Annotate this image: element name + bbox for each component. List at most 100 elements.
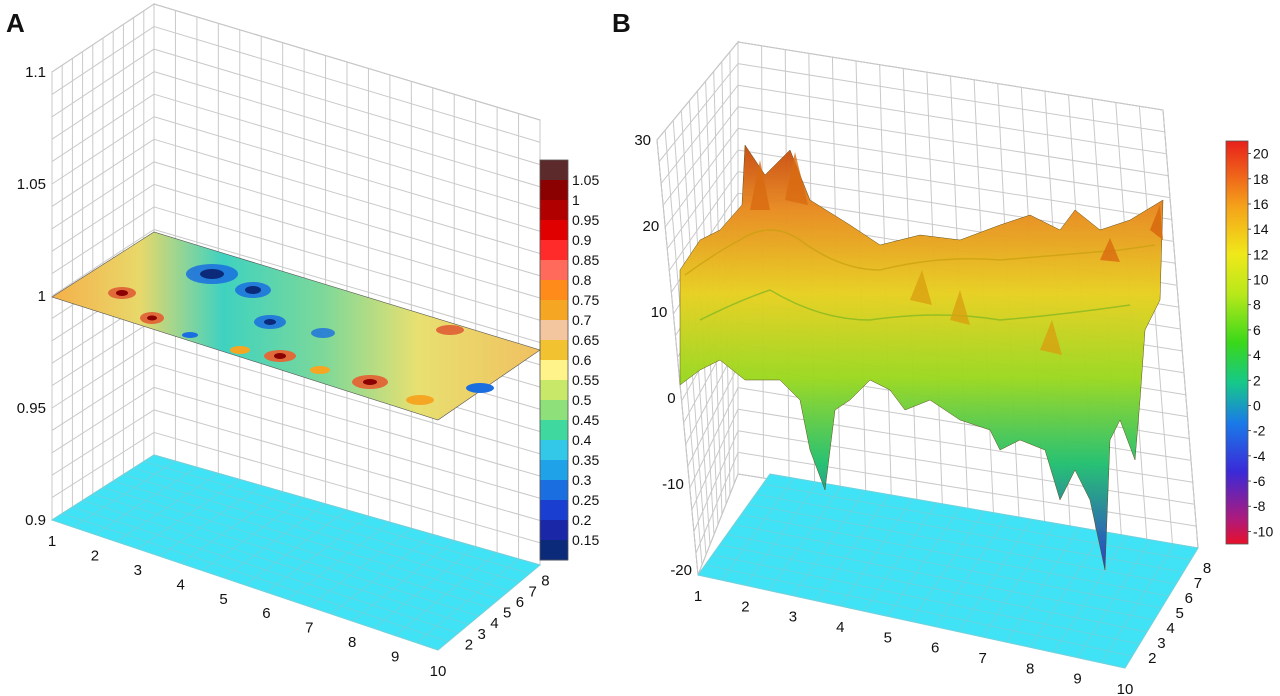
y-tick-label: 3 — [478, 626, 486, 643]
colorbar-label: 0.65 — [572, 332, 599, 348]
colorbar-label: 0.6 — [572, 352, 592, 368]
colorbar-label: 0.15 — [572, 532, 599, 548]
panel-a-x-ticks: 1 2 3 4 5 6 7 8 9 10 — [48, 533, 447, 680]
colorbar-label: 0.8 — [572, 272, 592, 288]
z-tick-label: 0 — [667, 390, 675, 407]
x-tick-label: 7 — [978, 650, 986, 667]
panel-a-surface — [51, 231, 541, 421]
colorbar-label: -4 — [1253, 448, 1266, 464]
colorbar-label: 20 — [1253, 146, 1269, 162]
z-tick-label: 20 — [643, 218, 660, 235]
z-tick-label: 1.05 — [17, 176, 46, 193]
panel-a-label: A — [6, 8, 25, 38]
x-tick-label: 1 — [694, 588, 702, 605]
colorbar-swatch — [540, 220, 568, 241]
z-tick-label: 0.9 — [25, 512, 46, 529]
colorbar-label: -10 — [1253, 523, 1273, 539]
colorbar-swatch — [540, 300, 568, 321]
colorbar-label: -2 — [1253, 423, 1266, 439]
x-tick-label: 3 — [789, 609, 797, 626]
colorbar-label: 0.4 — [572, 432, 592, 448]
y-tick-label: 8 — [1203, 560, 1211, 577]
x-tick-label: 6 — [931, 640, 939, 657]
colorbar-swatch — [540, 400, 568, 421]
colorbar-label: 0.55 — [572, 372, 599, 388]
z-tick-label: 1 — [38, 288, 46, 305]
colorbar-label: 16 — [1253, 196, 1269, 212]
x-tick-label: 8 — [1026, 660, 1034, 677]
panel-b-label: B — [612, 8, 631, 38]
panel-b-floor — [697, 473, 1199, 669]
colorbar-label: 1.05 — [572, 172, 599, 188]
colorbar-swatch — [540, 340, 568, 361]
panel-a-z-ticks: 0.9 0.95 1 1.05 1.1 — [17, 64, 46, 529]
x-tick-label: 1 — [48, 533, 56, 550]
colorbar-swatch — [540, 180, 568, 201]
colorbar-label: 8 — [1253, 297, 1261, 313]
y-tick-label: 6 — [1185, 590, 1193, 607]
x-tick-label: 9 — [391, 649, 399, 666]
colorbar-label: 12 — [1253, 246, 1269, 262]
colorbar-label: -6 — [1253, 473, 1266, 489]
y-tick-label: 5 — [1176, 605, 1184, 622]
colorbar-swatch — [540, 160, 568, 181]
z-tick-label: 1.1 — [25, 64, 46, 81]
panel-a-floor-grid — [51, 454, 541, 651]
y-tick-label: 4 — [490, 615, 498, 632]
x-tick-label: 7 — [305, 620, 313, 637]
colorbar-label: 18 — [1253, 171, 1269, 187]
panel-a-colorbar: 1.05 1 0.95 0.9 0.85 0.8 0.75 0.7 0.65 0.6 0.55 0.5… — [539, 159, 599, 561]
colorbar-label: 0.5 — [572, 392, 592, 408]
z-tick-label: 0.95 — [17, 400, 46, 417]
colorbar-swatch — [540, 380, 568, 401]
x-tick-label: 2 — [741, 598, 749, 615]
colorbar-label: 0.2 — [572, 512, 592, 528]
x-tick-label: 5 — [219, 591, 227, 608]
colorbar-label: 10 — [1253, 272, 1269, 288]
y-tick-label: 2 — [1148, 650, 1156, 667]
x-tick-label: 10 — [430, 663, 447, 680]
colorbar-label: 0.75 — [572, 292, 599, 308]
colorbar-label: 0.35 — [572, 452, 599, 468]
colorbar-label: 0.7 — [572, 312, 592, 328]
colorbar-label: 2 — [1253, 372, 1261, 388]
colorbar-swatch — [540, 360, 568, 381]
panel-a-floor — [50, 454, 542, 651]
colorbar-label: 4 — [1253, 347, 1261, 363]
x-tick-label: 4 — [176, 576, 184, 593]
x-tick-label: 10 — [1117, 681, 1134, 696]
colorbar-swatch — [540, 260, 568, 281]
colorbar-swatch — [540, 540, 568, 561]
y-tick-label: 3 — [1157, 635, 1165, 652]
colorbar-swatch — [540, 320, 568, 341]
y-tick-label: 8 — [541, 573, 549, 590]
colorbar-swatch — [540, 420, 568, 441]
colorbar-label: 14 — [1253, 221, 1269, 237]
x-tick-label: 8 — [348, 634, 356, 651]
x-tick-label: 6 — [262, 605, 270, 622]
colorbar-label: 0.95 — [572, 212, 599, 228]
colorbar-label: -8 — [1253, 498, 1266, 514]
z-tick-label: 10 — [651, 304, 668, 321]
x-tick-label: 2 — [91, 547, 99, 564]
colorbar-swatch — [540, 520, 568, 541]
colorbar-label: 0.25 — [572, 492, 599, 508]
colorbar-label: 0.3 — [572, 472, 592, 488]
colorbar-swatch — [540, 460, 568, 481]
colorbar-label: 1 — [572, 192, 580, 208]
panel-b-z-ticks: -20 -10 0 10 20 30 — [634, 132, 692, 579]
x-tick-label: 9 — [1073, 671, 1081, 688]
z-tick-label: 30 — [634, 132, 651, 149]
panel-a: A — [6, 3, 599, 680]
colorbar-swatch — [540, 500, 568, 521]
colorbar-gradient — [1225, 140, 1249, 545]
colorbar-swatch — [540, 240, 568, 261]
x-tick-label: 3 — [134, 562, 142, 579]
y-tick-label: 6 — [516, 594, 524, 611]
colorbar-swatch — [540, 440, 568, 461]
panel-b-x-ticks: 1 2 3 4 5 6 7 8 9 10 — [694, 588, 1134, 696]
